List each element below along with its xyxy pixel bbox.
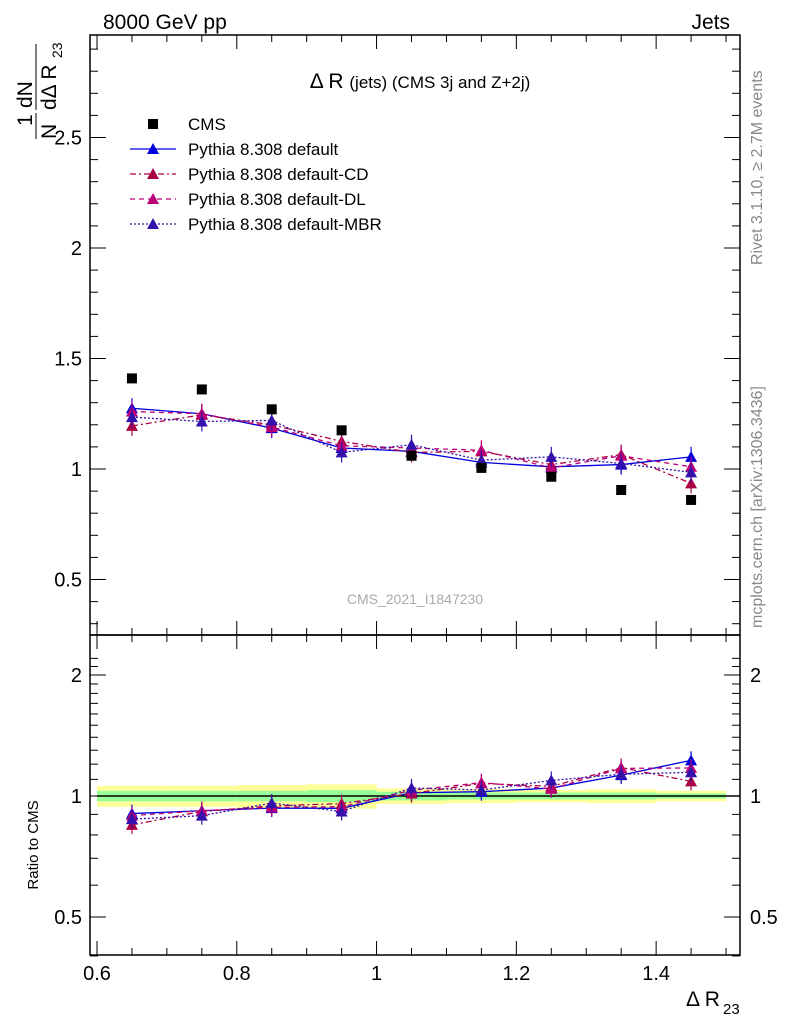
x-tick-label: 1	[371, 963, 382, 985]
series-point	[615, 457, 628, 469]
y-tick-label-main: 0.5	[54, 570, 82, 592]
series-point	[125, 411, 138, 423]
ratio-frame	[89, 634, 741, 956]
data-point	[126, 373, 137, 384]
chart-title: Δ R (jets) (CMS 3j and Z+2j)	[310, 70, 531, 93]
legend: CMS Pythia 8.308 default Pythia 8.308 defa…	[130, 115, 382, 234]
legend-marker	[147, 143, 159, 154]
ratio-series-point	[335, 805, 348, 817]
legend-marker	[147, 218, 159, 229]
data-point	[476, 462, 487, 473]
mcplots-label: mcplots.cern.ch [arXiv:1306.3436]	[749, 386, 766, 628]
data-point	[336, 425, 347, 436]
svg-text:1: 1	[14, 114, 37, 126]
series-point	[195, 415, 208, 427]
ratio-series-point	[125, 813, 138, 825]
series-point	[685, 466, 698, 478]
header-left: 8000 GeV pp	[103, 11, 227, 34]
legend-label: Pythia 8.308 default-CD	[188, 165, 369, 184]
x-tick-label: 1.2	[502, 963, 530, 985]
series-point	[265, 414, 278, 426]
y-tick-label-ratio-right: 2	[750, 665, 761, 687]
series-point	[685, 477, 698, 489]
series-line	[131, 416, 692, 473]
y-tick-label-ratio: 0.5	[54, 907, 82, 929]
series-point	[335, 446, 348, 458]
y-tick-label-main: 2	[71, 238, 82, 260]
header-right: Jets	[691, 11, 730, 34]
legend-marker-cms	[148, 119, 158, 129]
x-axis-label: Δ R 23	[686, 988, 740, 1018]
legend-marker	[147, 168, 159, 179]
y-tick-label-main: 1.5	[54, 349, 82, 371]
svg-text:N: N	[38, 124, 61, 139]
svg-text:Δ R: Δ R	[686, 988, 720, 1011]
svg-text:dN: dN	[14, 81, 37, 108]
y-tick-label-ratio-right: 0.5	[750, 907, 778, 929]
svg-text:dΔ R: dΔ R	[38, 64, 61, 110]
ratio-panel: 0.6 0.8 1 1.2 1.4 0.5 0.5 1 1 2 2	[54, 634, 778, 985]
ratio-series-point	[615, 768, 628, 780]
data-point	[686, 494, 697, 505]
series-point	[685, 450, 698, 462]
y-tick-label-main: 1	[71, 459, 82, 481]
y-tick-label-ratio-right: 1	[750, 786, 761, 808]
watermark: CMS_2021_I1847230	[347, 591, 483, 607]
series-point	[475, 444, 488, 456]
y-tick-label-main: 2.5	[54, 128, 82, 150]
svg-text:23: 23	[49, 42, 65, 58]
ratio-y-label: Ratio to CMS	[25, 800, 42, 889]
y-axis-label: 1 NdN dΔ R 23	[14, 42, 65, 139]
ratio-series-point	[405, 781, 418, 793]
y-tick-label-ratio: 1	[71, 786, 82, 808]
series-point	[545, 461, 558, 473]
ratio-series-point	[265, 797, 278, 809]
rivet-label: Rivet 3.1.10, ≥ 2.7M events	[749, 70, 766, 265]
legend-label: Pythia 8.308 default-DL	[188, 190, 366, 209]
x-tick-label: 0.8	[223, 963, 251, 985]
series-point	[475, 454, 488, 466]
data-point	[196, 384, 207, 395]
legend-label: Pythia 8.308 default-MBR	[188, 215, 382, 234]
data-point	[406, 450, 417, 461]
ratio-series-point	[545, 774, 558, 786]
data-point	[266, 404, 277, 415]
legend-marker	[147, 193, 159, 204]
ratio-series-point	[685, 766, 698, 778]
legend-label: CMS	[188, 115, 226, 134]
x-tick-label: 1.4	[642, 963, 670, 985]
data-point	[616, 484, 627, 495]
svg-text:23: 23	[723, 1001, 740, 1018]
ratio-series-point	[195, 809, 208, 821]
series-point	[545, 450, 558, 462]
y-tick-label-ratio: 2	[71, 665, 82, 687]
legend-label: Pythia 8.308 default	[188, 140, 339, 159]
data-point	[546, 471, 557, 482]
series-point	[405, 438, 418, 450]
x-tick-label: 0.6	[83, 963, 111, 985]
ratio-series-point	[475, 784, 488, 796]
